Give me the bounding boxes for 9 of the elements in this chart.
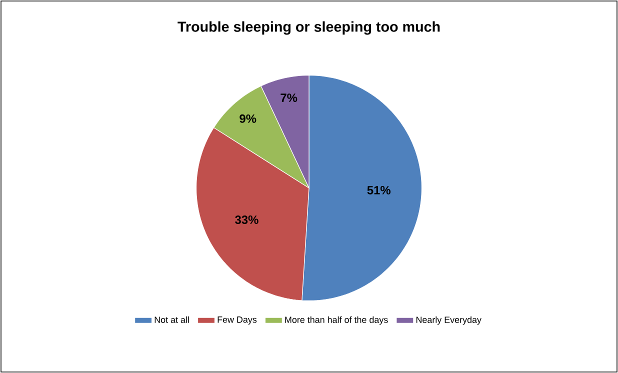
data-label: 51% [367,186,391,194]
legend-label: Few Days [218,316,257,325]
legend-label: More than half of the days [285,316,388,325]
data-label: 33% [235,216,258,224]
data-label: 9% [240,114,256,123]
legend-label: Not at all [154,316,189,323]
chart-title: Trouble sleeping or sleeping too much [178,21,440,35]
data-label: 7% [280,94,298,102]
legend-label: Nearly Everyday [416,316,482,325]
